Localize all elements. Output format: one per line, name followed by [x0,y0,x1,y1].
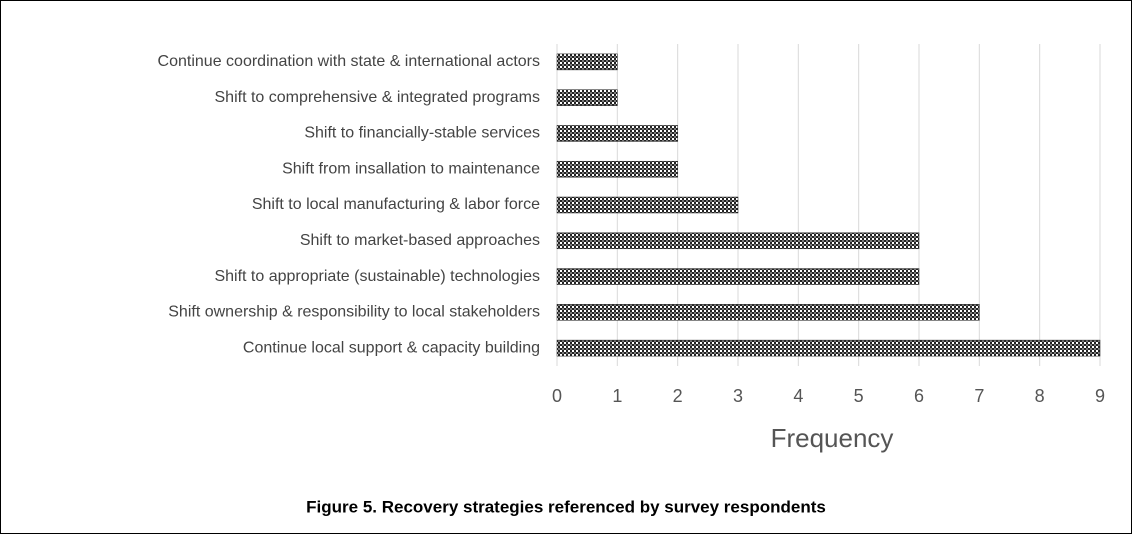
category-label: Shift to market-based approaches [300,232,540,249]
x-tick-label: 2 [673,386,683,406]
category-label: Shift to comprehensive & integrated prog… [215,89,541,106]
x-tick-label: 1 [612,386,622,406]
x-tick-label: 6 [914,386,924,406]
x-tick-label: 0 [552,386,562,406]
x-tick-label: 3 [733,386,743,406]
category-label: Shift to local manufacturing & labor for… [252,196,540,213]
bar [556,268,920,285]
bar [556,160,678,178]
category-label: Continue coordination with state & inter… [158,53,540,70]
bar [556,232,920,250]
bar [556,339,1101,357]
x-tick-label: 4 [793,386,803,406]
bar [556,89,618,106]
bar [556,125,678,142]
category-label: Shift to appropriate (sustainable) techn… [214,268,540,285]
category-label: Shift to financially-stable services [304,125,540,142]
bar [556,196,739,214]
x-tick-label: 9 [1095,386,1105,406]
x-tick-label: 7 [974,386,984,406]
x-tick-label: 8 [1035,386,1045,406]
category-label: Continue local support & capacity buildi… [243,339,540,356]
bar [556,53,618,71]
category-label: Shift ownership & responsibility to loca… [168,304,540,321]
category-label: Shift from insallation to maintenance [282,160,540,177]
x-tick-label: 5 [854,386,864,406]
x-axis-label: Frequency [771,423,894,453]
bar [556,304,980,321]
caption: Figure 5. Recovery strategies referenced… [306,497,826,516]
